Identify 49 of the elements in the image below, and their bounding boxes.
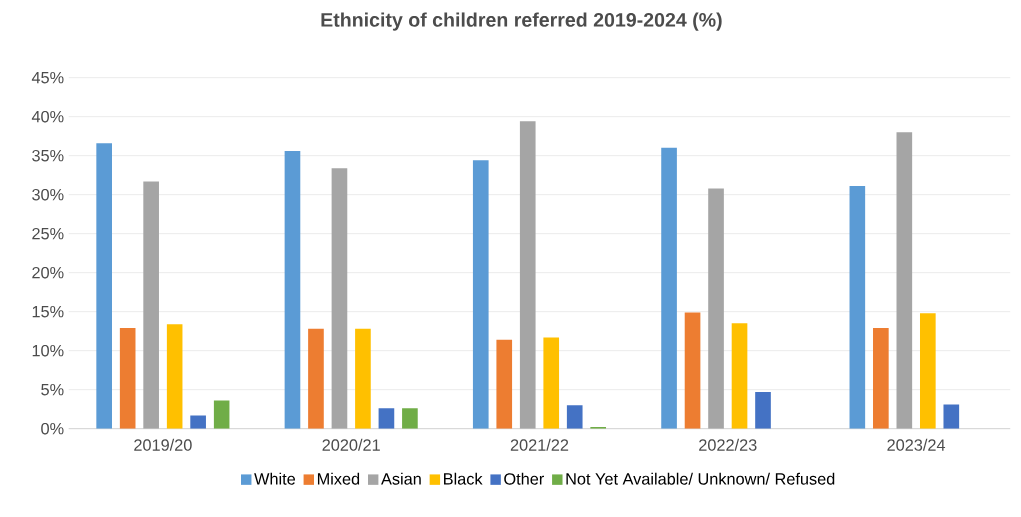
legend-label: Mixed [317,472,360,485]
y-tick-label: 30% [32,189,64,201]
y-tick-label: 15% [32,306,64,318]
bar [543,337,560,429]
bar [661,147,677,429]
x-tick-label: 2022/23 [699,438,757,451]
bar [402,408,418,429]
bar [896,132,913,429]
bar [496,339,513,429]
bar [943,404,960,429]
bar [731,323,748,429]
bar [849,186,866,429]
y-tick-label: 5% [41,384,64,396]
y-tick-label: 25% [32,228,64,240]
bar [308,328,324,429]
bar [213,400,230,429]
y-tick-label: 0% [41,423,64,435]
bar [684,312,701,429]
bar [331,168,348,429]
bar [119,328,136,429]
legend-label: Not Yet Available/ Unknown/ Refused [566,472,835,485]
chart-title: Ethnicity of children referred 2019-2024 (%) [321,12,722,31]
bar [166,324,183,429]
bar [378,408,395,429]
x-tick-label: 2019/20 [134,438,192,451]
y-tick-label: 10% [32,345,64,357]
legend-label: Other [504,472,544,485]
y-tick-label: 45% [31,72,64,84]
bar [708,188,724,429]
bar [472,160,489,429]
bar [755,392,771,429]
y-tick-label: 40% [31,111,64,123]
bar [190,415,206,429]
bar [143,181,159,429]
legend-label: Black [444,472,483,485]
legend-label: White [254,472,296,485]
y-tick-label: 35% [32,150,64,162]
bar [919,313,936,429]
x-tick-label: 2021/22 [510,438,569,451]
x-tick-label: 2020/21 [322,438,380,451]
y-tick-label: 20% [32,267,64,279]
bar [96,143,112,429]
bar [355,328,371,429]
bar [519,121,536,429]
legend-label: Asian [381,472,421,485]
bar [284,151,301,429]
bar [873,328,889,429]
x-tick-label: 2023/24 [887,438,946,451]
bar [566,405,583,429]
